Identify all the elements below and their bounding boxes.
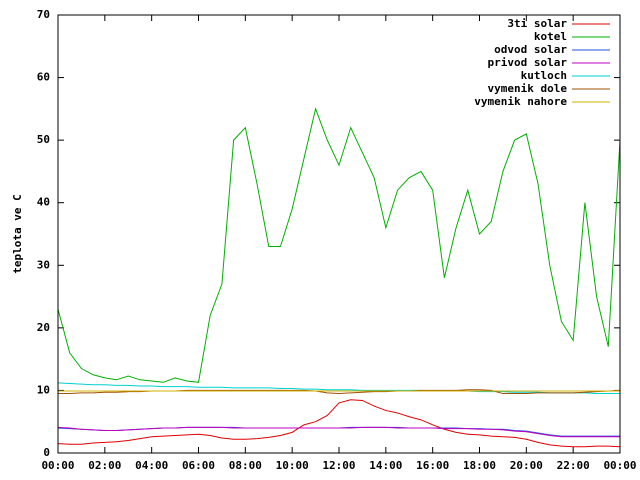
series-line bbox=[57, 382, 620, 395]
y-tick-label: 10 bbox=[37, 383, 50, 396]
y-tick-label: 50 bbox=[37, 133, 50, 146]
x-tick-label: 22:00 bbox=[557, 459, 590, 472]
legend-label: privod solar bbox=[488, 56, 568, 69]
x-tick-label: 06:00 bbox=[182, 459, 215, 472]
legend-label: vymenik dole bbox=[488, 82, 568, 95]
y-tick-label: 0 bbox=[43, 446, 50, 459]
series-line bbox=[57, 399, 621, 448]
x-tick-label: 08:00 bbox=[229, 459, 262, 472]
x-tick-label: 10:00 bbox=[276, 459, 309, 472]
x-tick-label: 20:00 bbox=[510, 459, 543, 472]
legend-label: kotel bbox=[534, 30, 567, 43]
y-axis-label: teplota ve C bbox=[11, 194, 24, 273]
x-tick-label: 00:00 bbox=[41, 459, 74, 472]
plot-frame bbox=[57, 14, 621, 454]
y-tick-label: 30 bbox=[37, 258, 50, 271]
x-tick-label: 18:00 bbox=[463, 459, 496, 472]
x-tick-label: 02:00 bbox=[88, 459, 121, 472]
legend-label: 3ti solar bbox=[507, 17, 567, 30]
x-tick-label: 12:00 bbox=[322, 459, 355, 472]
legend-label: odvod solar bbox=[494, 43, 567, 56]
x-tick-label: 04:00 bbox=[135, 459, 168, 472]
y-tick-label: 40 bbox=[37, 196, 50, 209]
x-tick-label: 14:00 bbox=[369, 459, 402, 472]
series-line bbox=[57, 107, 621, 383]
x-tick-label: 16:00 bbox=[416, 459, 449, 472]
legend-label: kutloch bbox=[521, 69, 567, 82]
series-line bbox=[57, 426, 620, 438]
y-tick-label: 60 bbox=[37, 71, 50, 84]
legend-label: vymenik nahore bbox=[474, 95, 567, 108]
x-tick-label: 00:00 bbox=[603, 459, 636, 472]
y-tick-label: 70 bbox=[37, 8, 50, 21]
y-tick-label: 20 bbox=[37, 321, 50, 334]
